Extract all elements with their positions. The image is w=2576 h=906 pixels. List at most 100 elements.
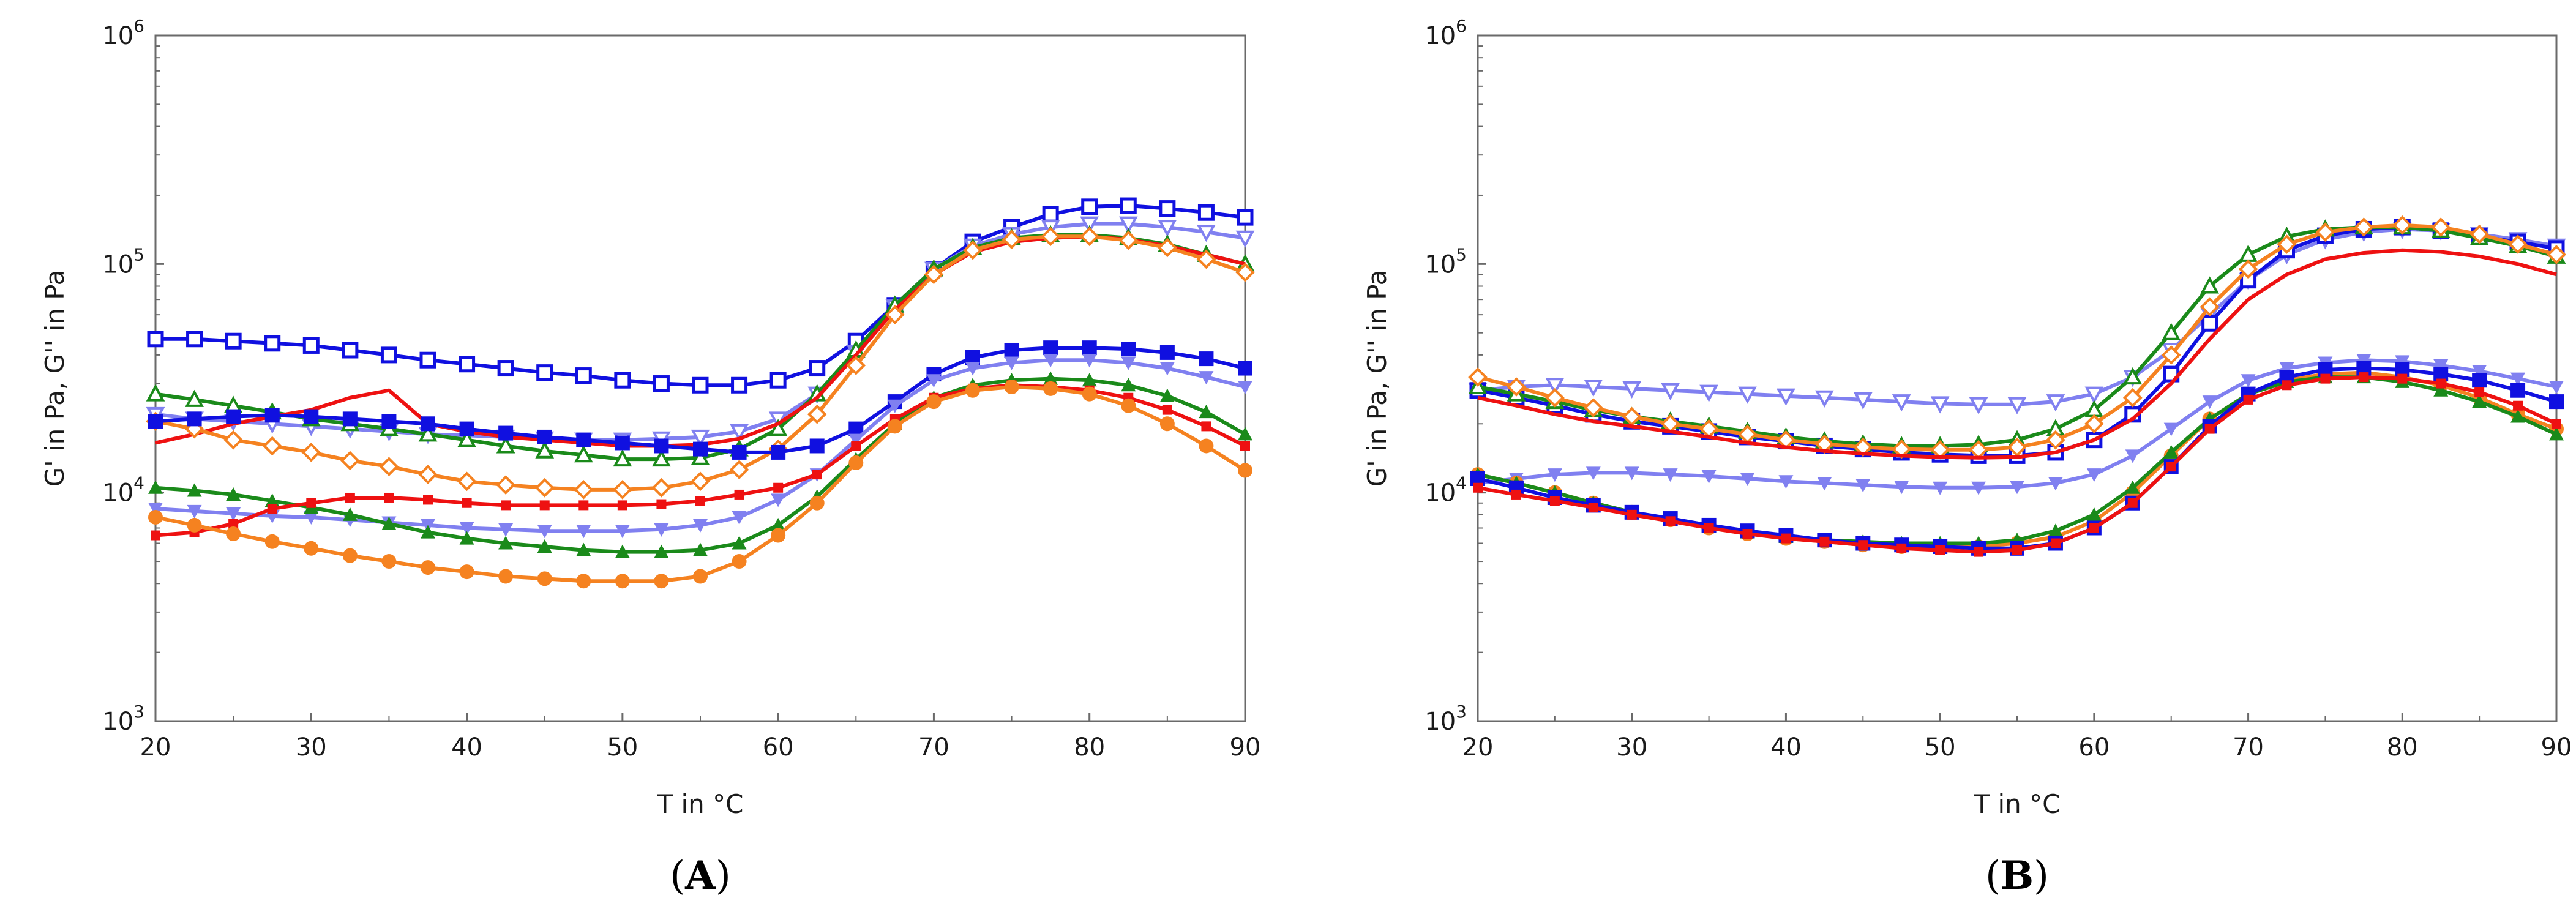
series-orange-circle-filled [148, 380, 1252, 589]
data-point [459, 522, 474, 536]
data-point [1238, 463, 1252, 478]
data-point [148, 414, 163, 429]
data-point [457, 430, 476, 447]
data-point [2050, 538, 2061, 548]
data-point [496, 475, 515, 495]
data-point [576, 542, 591, 556]
data-point [654, 544, 669, 558]
data-point [2510, 372, 2526, 386]
data-point [381, 554, 397, 569]
data-point [926, 374, 942, 388]
data-point [2315, 222, 2335, 242]
data-point [691, 447, 710, 465]
x-axis-title: T in °C [657, 789, 744, 819]
data-point [187, 411, 202, 427]
data-point [1971, 481, 1986, 495]
data-point [186, 331, 203, 348]
x-axis-title: T in °C [1974, 789, 2061, 819]
data-point [2007, 437, 2027, 457]
data-point [576, 574, 591, 589]
data-point [1043, 381, 1058, 396]
data-point [730, 424, 749, 442]
data-point [345, 492, 355, 503]
data-point [301, 443, 321, 462]
data-point [2046, 394, 2065, 412]
data-point [379, 457, 399, 476]
data-point [2123, 367, 2143, 385]
data-point [459, 531, 474, 545]
data-point [732, 554, 747, 569]
data-point [576, 432, 591, 447]
data-point [578, 500, 589, 511]
data-point [1930, 396, 1950, 414]
panel-a: 103 104 105 106 20 30 40 50 60 70 80 90 T in °C G' in… [40, 16, 1260, 899]
data-point [2200, 276, 2220, 294]
data-point [187, 517, 202, 533]
data-point [1238, 427, 1252, 441]
data-point [1858, 540, 1868, 550]
data-point [771, 528, 786, 543]
data-point [2356, 354, 2372, 368]
data-point [2089, 523, 2099, 533]
data-point [423, 495, 433, 505]
data-point [1894, 481, 1909, 495]
data-point [304, 511, 319, 525]
data-point [267, 504, 277, 514]
data-point [965, 383, 980, 398]
data-point [1121, 398, 1136, 413]
data-point [2048, 477, 2063, 491]
data-point [771, 493, 786, 507]
x-tick-label: 90 [2541, 733, 2572, 762]
data-point [1238, 361, 1252, 376]
data-point [1159, 345, 1175, 360]
data-point [1004, 380, 1019, 395]
data-point [1159, 200, 1176, 217]
data-point [1159, 388, 1175, 402]
series-blue-square-filled [148, 340, 1252, 460]
data-point [2320, 373, 2331, 384]
data-point [457, 471, 477, 492]
data-point [1162, 405, 1172, 415]
data-point [1118, 216, 1138, 234]
series-red-none [1477, 248, 2557, 460]
data-point [187, 504, 202, 519]
data-point [223, 430, 243, 450]
data-point [1584, 380, 1603, 397]
data-point [691, 471, 710, 492]
data-point [1624, 466, 1639, 481]
data-point [1082, 386, 1097, 402]
data-point [148, 503, 163, 517]
data-point [2046, 430, 2065, 450]
x-tick-label: 40 [1770, 733, 1802, 762]
data-point [1121, 342, 1136, 357]
data-point [264, 408, 280, 423]
data-point [1892, 394, 1911, 412]
data-point [226, 487, 241, 501]
series-periwinkle-triangle-down-filled [148, 354, 1252, 539]
data-point [381, 516, 397, 530]
data-point [1665, 516, 1676, 526]
data-point [1158, 220, 1177, 238]
data-point [1238, 381, 1252, 395]
data-point [226, 507, 241, 521]
y-tick-label: 104 [102, 473, 144, 507]
data-point [1817, 477, 1832, 491]
data-point [613, 449, 632, 467]
data-point [2547, 245, 2566, 264]
x-tick-label: 60 [763, 733, 794, 762]
data-point [2395, 355, 2410, 369]
x-tick-label: 60 [2078, 733, 2110, 762]
data-point [693, 569, 708, 584]
data-point [1159, 362, 1175, 376]
data-point [1196, 249, 1216, 269]
data-point [1199, 371, 1214, 385]
data-point [2433, 383, 2449, 397]
data-point [1082, 354, 1097, 368]
data-point [1701, 470, 1717, 484]
data-point [459, 564, 474, 580]
data-point [1080, 216, 1099, 234]
data-point [537, 571, 552, 586]
data-point [1120, 197, 1137, 214]
data-point [695, 496, 705, 506]
data-point [1118, 230, 1139, 250]
